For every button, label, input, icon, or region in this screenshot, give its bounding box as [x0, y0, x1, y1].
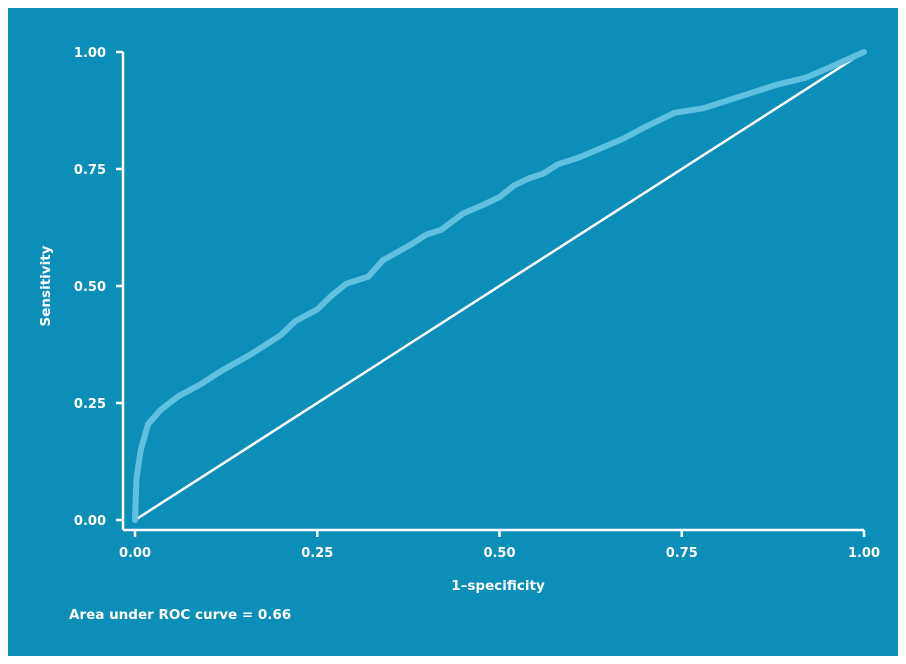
x-tick-label: 0.25 [301, 546, 333, 561]
y-tick-label: 0.75 [74, 163, 106, 178]
x-axis-title: 1–specificity [451, 578, 545, 594]
roc-curve-line [132, 49, 867, 523]
x-ticks: 0.00 0.25 0.50 0.75 1.00 [119, 530, 880, 561]
y-axis-title: Sensitivity [38, 245, 54, 326]
axes [121, 52, 864, 532]
x-tick-label: 0.75 [666, 546, 698, 561]
x-tick-label: 0.00 [119, 546, 151, 561]
y-tick-label: 0.50 [74, 280, 106, 295]
y-tick-label: 1.00 [74, 46, 106, 61]
y-tick-label: 0.00 [74, 514, 106, 529]
y-tick-label: 0.25 [74, 397, 106, 412]
reference-diagonal-line [133, 50, 866, 522]
series-layer [132, 49, 867, 523]
chart-panel [8, 8, 898, 656]
x-tick-label: 1.00 [848, 546, 880, 561]
x-tick-label: 0.50 [483, 546, 515, 561]
auc-annotation: Area under ROC curve = 0.66 [69, 607, 292, 623]
y-ticks: 0.00 0.25 0.50 0.75 1.00 [74, 46, 123, 529]
